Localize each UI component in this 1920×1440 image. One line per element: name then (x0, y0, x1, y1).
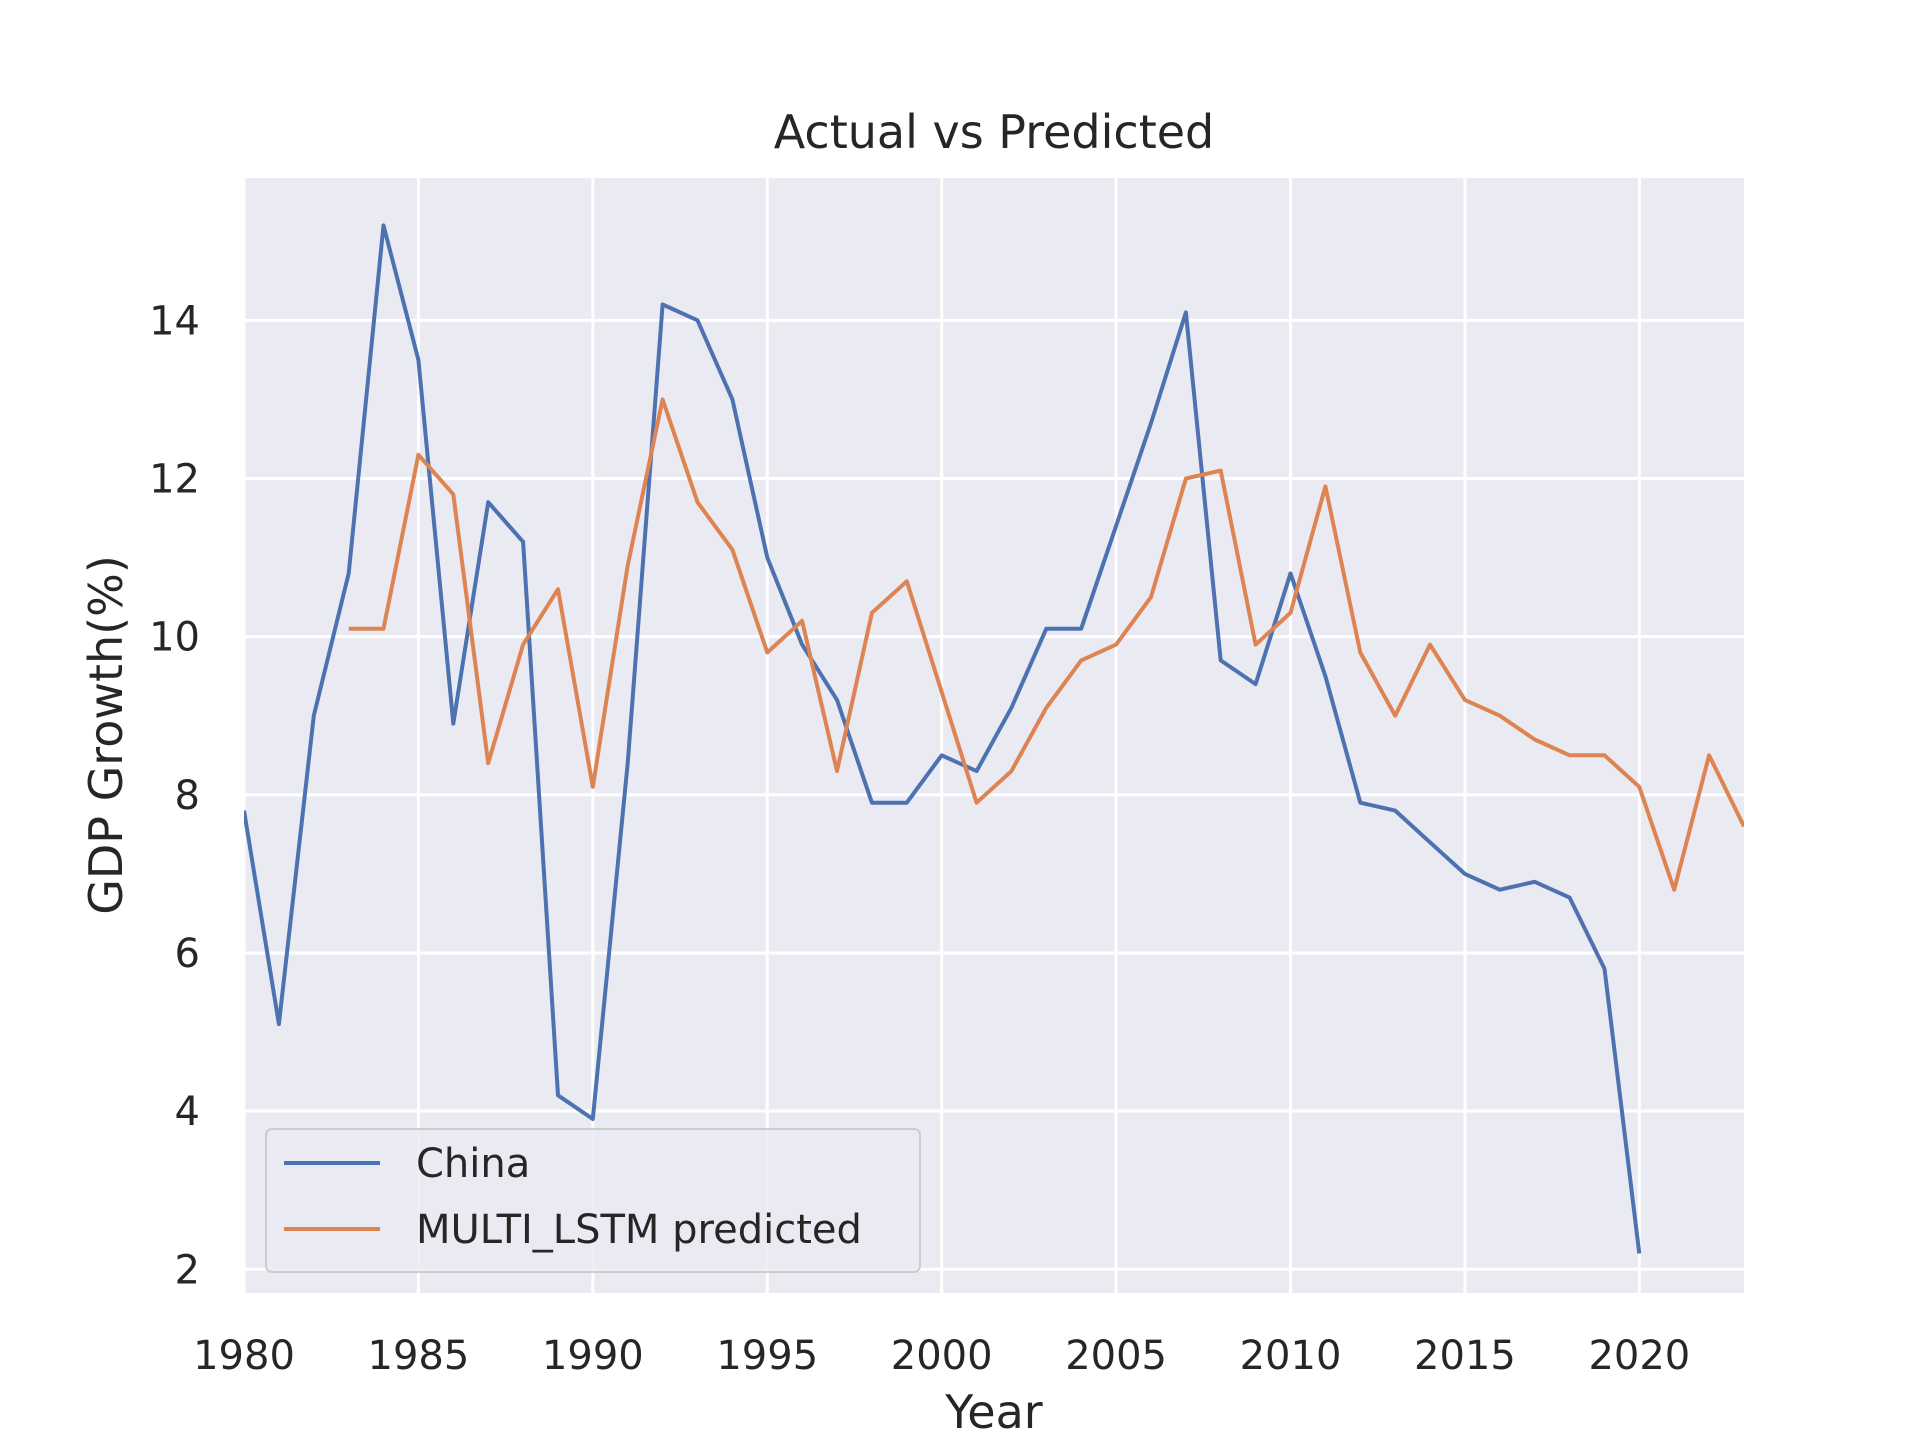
y-tick-label: 2 (175, 1247, 200, 1293)
x-tick-label: 1995 (716, 1333, 818, 1379)
y-tick-label: 6 (175, 931, 200, 977)
y-tick-label: 4 (175, 1089, 200, 1135)
legend: China MULTI_LSTM predicted (265, 1128, 921, 1273)
y-tick-label: 12 (149, 456, 200, 502)
x-tick-label: 2015 (1414, 1333, 1516, 1379)
series-line-china (244, 223, 1642, 1254)
x-tick-label: 1985 (368, 1333, 470, 1379)
legend-label-china: China (416, 1141, 530, 1187)
x-tick-label: 2000 (891, 1333, 993, 1379)
chart-title: Actual vs Predicted (774, 105, 1214, 159)
x-tick-label: 2010 (1240, 1333, 1342, 1379)
x-axis-label: Year (944, 1385, 1042, 1439)
series-line-multi-lstm-predicted (348, 397, 1744, 892)
y-tick-label: 10 (149, 615, 200, 661)
legend-label-multi-lstm: MULTI_LSTM predicted (416, 1207, 862, 1253)
y-tick-label: 14 (149, 298, 200, 344)
y-tick-label: 8 (175, 773, 200, 819)
y-axis-label: GDP Growth(%) (79, 555, 133, 915)
series-lines (244, 223, 1744, 1254)
x-tick-label: 1990 (542, 1333, 644, 1379)
x-tick-labels: 1980 1985 1990 1995 2000 2005 2010 2015 2020 (193, 1333, 1690, 1379)
x-tick-label: 1980 (193, 1333, 295, 1379)
grid (242, 178, 1744, 1293)
legend-box (265, 1128, 921, 1273)
y-tick-labels: 2 4 6 8 10 12 14 (149, 298, 200, 1293)
x-tick-label: 2020 (1588, 1333, 1690, 1379)
x-tick-label: 2005 (1065, 1333, 1167, 1379)
